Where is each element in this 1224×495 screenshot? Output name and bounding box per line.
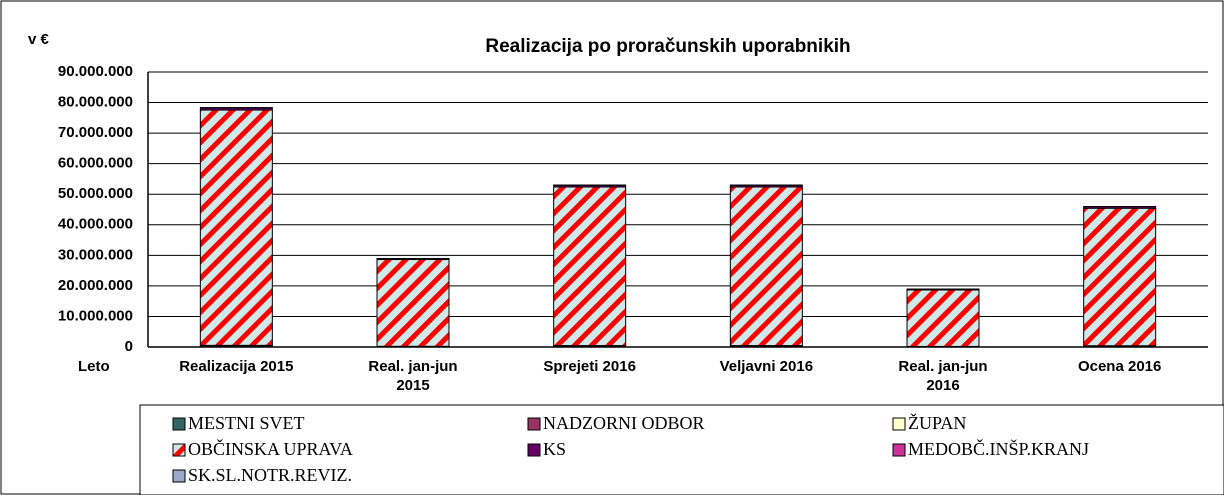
y-tick-label: 80.000.000 [58,94,133,111]
legend-box [139,404,1224,495]
x-tick-label: Ocena 2016 [1078,358,1161,375]
legend-swatch [172,443,186,457]
bar-segment [376,259,450,347]
y-tick-label: 60.000.000 [58,155,133,172]
legend-label: MESTNI SVET [188,413,305,433]
bar-segment [906,289,980,347]
legend-label: MEDOBČ.INŠP.KRANJ [908,438,1089,459]
legend-swatch [172,417,186,431]
y-tick-label: 20.000.000 [58,277,133,294]
legend-swatch [527,417,541,431]
legend-swatch [892,417,906,431]
legend-swatch [892,443,906,457]
y-tick-label: 40.000.000 [58,216,133,233]
y-tick-label: 0 [125,338,133,355]
y-tick-label: 30.000.000 [58,246,133,263]
x-axis-label: Leto [78,358,110,375]
bar-segment [553,186,627,347]
chart-title: Realizacija po proračunskih uporabnikih [485,36,850,57]
legend-swatch [527,443,541,457]
bar-segment [199,109,273,346]
legend-label: KS [543,439,566,459]
bar-segment [1083,207,1157,347]
bar-segment [729,186,803,347]
legend-label: OBČINSKA UPRAVA [188,438,353,459]
legend-label: ŽUPAN [908,412,966,433]
y-tick-label: 10.000.000 [58,307,133,324]
y-tick-label: 70.000.000 [58,124,133,141]
y-tick-label: 50.000.000 [58,185,133,202]
x-tick-label: Sprejeti 2016 [543,358,636,375]
legend-label: NADZORNI ODBOR [543,413,705,433]
x-tick-label: Real. jan-jun 2015 [368,358,457,394]
x-tick-label: Realizacija 2015 [179,358,293,375]
legend-swatch [172,469,186,483]
y-axis-label: v € [28,31,50,48]
x-tick-label: Veljavni 2016 [720,358,813,375]
y-tick-label: 90.000.000 [58,63,133,80]
x-tick-label: Real. jan-jun 2016 [898,358,987,394]
legend-label: SK.SL.NOTR.REVIZ. [188,465,352,485]
